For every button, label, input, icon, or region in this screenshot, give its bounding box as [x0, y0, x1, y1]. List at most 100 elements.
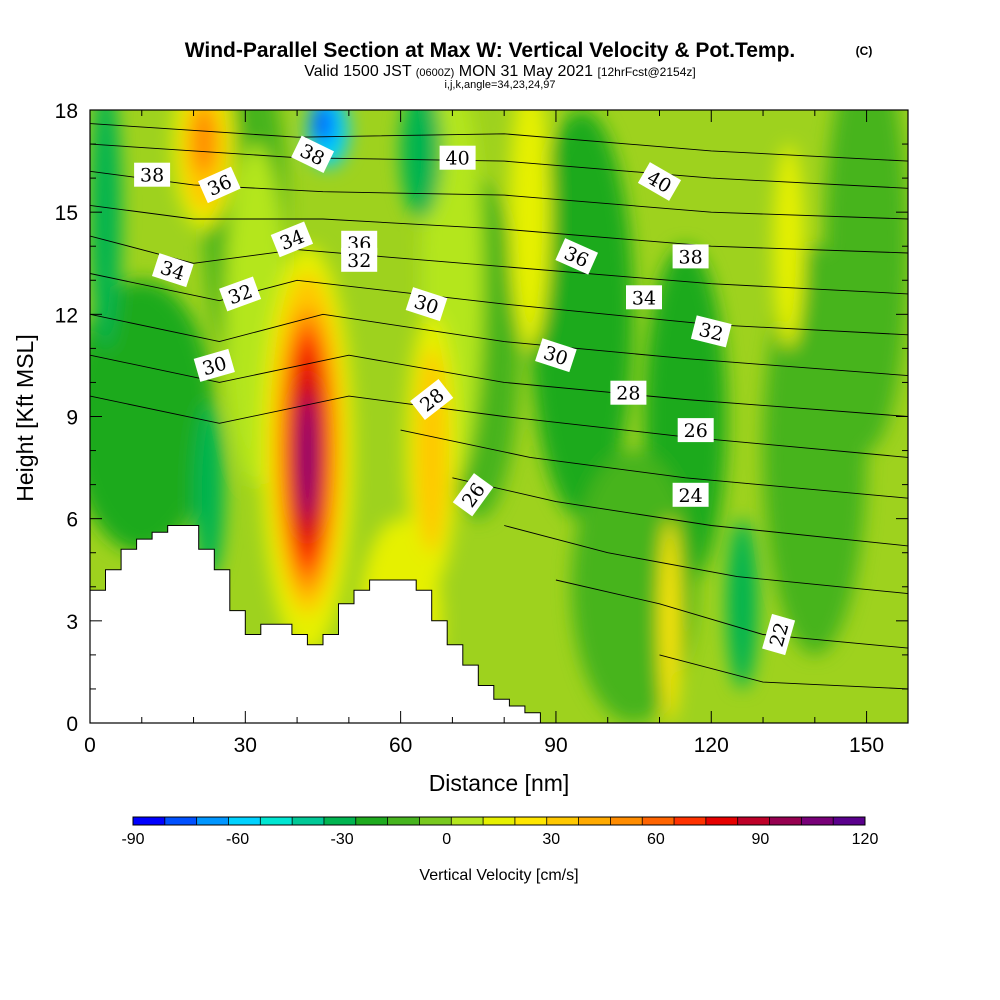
- colorbar-swatch: [483, 817, 516, 825]
- contour-label: 26: [677, 418, 714, 443]
- isentrope-line: [555, 579, 908, 649]
- isentrope-line: [400, 429, 908, 499]
- utc-time: (0600Z): [416, 67, 455, 79]
- contour-label: 38: [134, 162, 171, 187]
- valid-time-line: Valid 1500 JST (0600Z) MON 31 May 2021 […: [304, 63, 695, 80]
- x-tick-label: 30: [234, 734, 257, 757]
- velocity-region: [530, 110, 634, 519]
- isentrope-line: [90, 354, 908, 417]
- contour-label: 38: [672, 244, 709, 269]
- colorbar-swatch: [355, 817, 389, 825]
- colorbar-swatch: [546, 817, 580, 825]
- colorbar-tick-label: -90: [121, 831, 144, 848]
- y-axis: 0 3 6 9 12 15 18: [55, 100, 908, 736]
- colorbar-swatch: [133, 817, 166, 825]
- colorbar-swatch: [228, 817, 261, 825]
- isentrope-line: [659, 654, 908, 690]
- contour-label-text: 40: [446, 148, 470, 170]
- colorbar-tick-label: -60: [226, 831, 249, 848]
- colorbar-tick-label: 90: [752, 831, 770, 848]
- isentrope-line: [90, 170, 908, 220]
- contour-label-text: 32: [347, 250, 371, 272]
- velocity-region: [416, 348, 448, 553]
- colorbar-swatch: [769, 817, 802, 825]
- colorbar-tick-label: 0: [442, 831, 451, 848]
- x-tick-label: 90: [544, 734, 567, 757]
- valid-prefix: Valid 1500 JST: [304, 63, 412, 80]
- colorbar-swatch: [610, 817, 643, 825]
- contour-label-text: 26: [684, 420, 708, 442]
- colorbar-swatch: [323, 817, 357, 825]
- valid-date: MON 31 May 2021: [459, 63, 593, 80]
- y-axis-label: Height [Kft MSL]: [12, 334, 38, 501]
- y-tick-label: 3: [66, 611, 78, 634]
- velocity-region: [193, 402, 225, 580]
- copyright-mark: (C): [856, 44, 873, 58]
- colorbar-label: Vertical Velocity [cm/s]: [419, 867, 578, 884]
- colorbar-tick-label: 60: [647, 831, 665, 848]
- colorbar-tick-label: 120: [852, 831, 879, 848]
- isentrope-line: [90, 273, 908, 336]
- colorbar-swatch: [164, 817, 198, 825]
- contour-label: 24: [672, 482, 709, 507]
- contour-label: 40: [439, 145, 476, 170]
- y-tick-label: 9: [66, 407, 78, 430]
- colorbar: -90 -60 -30 0 30 60 90 120: [121, 816, 879, 848]
- velocity-region: [90, 280, 215, 553]
- isentrope-line: [90, 123, 908, 162]
- contour-label-text: 38: [140, 165, 164, 187]
- y-tick-label: 18: [55, 100, 78, 123]
- contour-label-text: 38: [679, 246, 703, 268]
- y-tick-label: 6: [66, 509, 78, 532]
- velocity-region: [726, 518, 758, 689]
- velocity-region: [400, 110, 443, 219]
- colorbar-swatch: [578, 817, 611, 825]
- colorbar-swatch: [387, 817, 420, 825]
- x-axis-label: Distance [nm]: [429, 770, 570, 796]
- x-tick-label: 120: [694, 734, 729, 757]
- y-tick-label: 15: [55, 202, 78, 225]
- isentrope-line: [90, 143, 908, 189]
- x-axis: 0 30 60 90 120 150: [84, 110, 884, 757]
- chart-title: Wind-Parallel Section at Max W: Vertical…: [185, 39, 796, 62]
- terrain: [90, 525, 541, 723]
- contour-label: 32: [219, 276, 262, 312]
- forecast-info: [12hrFcst@2154z]: [597, 65, 695, 79]
- colorbar-swatch: [419, 817, 452, 825]
- colorbar-swatch: [801, 817, 834, 825]
- velocity-region: [190, 110, 217, 175]
- velocity-region: [659, 518, 681, 723]
- isentrope-line: [90, 204, 908, 254]
- colorbar-swatch: [451, 817, 484, 825]
- velocity-region: [90, 110, 122, 349]
- colorbar-tick-label: 30: [542, 831, 560, 848]
- contour-label-text: 34: [632, 287, 656, 309]
- contour-label: 34: [626, 285, 662, 310]
- colorbar-swatch: [833, 817, 866, 825]
- colorbar-swatch: [260, 817, 293, 825]
- contour-label-text: 28: [616, 383, 640, 405]
- y-tick-label: 12: [55, 304, 78, 327]
- x-tick-label: 150: [849, 734, 884, 757]
- velocity-region: [773, 144, 805, 349]
- velocity-region: [509, 110, 551, 349]
- velocity-region: [299, 396, 316, 519]
- colorbar-swatch: [674, 817, 707, 825]
- y-tick-label: 0: [66, 713, 78, 736]
- indices-line: i,j,k,angle=34,23,24,97: [444, 79, 555, 91]
- x-tick-label: 0: [84, 734, 96, 757]
- isentrope-line: [452, 477, 908, 547]
- contour-label-text: 24: [679, 485, 703, 507]
- velocity-region: [825, 110, 908, 451]
- isentrope-line: [90, 313, 908, 377]
- contour-label: 32: [341, 247, 378, 272]
- colorbar-swatch: [737, 817, 771, 825]
- colorbar-swatch: [514, 817, 548, 825]
- colorbar-tick-label: -30: [331, 831, 354, 848]
- velocity-region: [312, 110, 334, 145]
- contour-label: 28: [610, 380, 647, 405]
- contour-label: 22: [762, 613, 796, 656]
- colorbar-swatch: [642, 817, 675, 825]
